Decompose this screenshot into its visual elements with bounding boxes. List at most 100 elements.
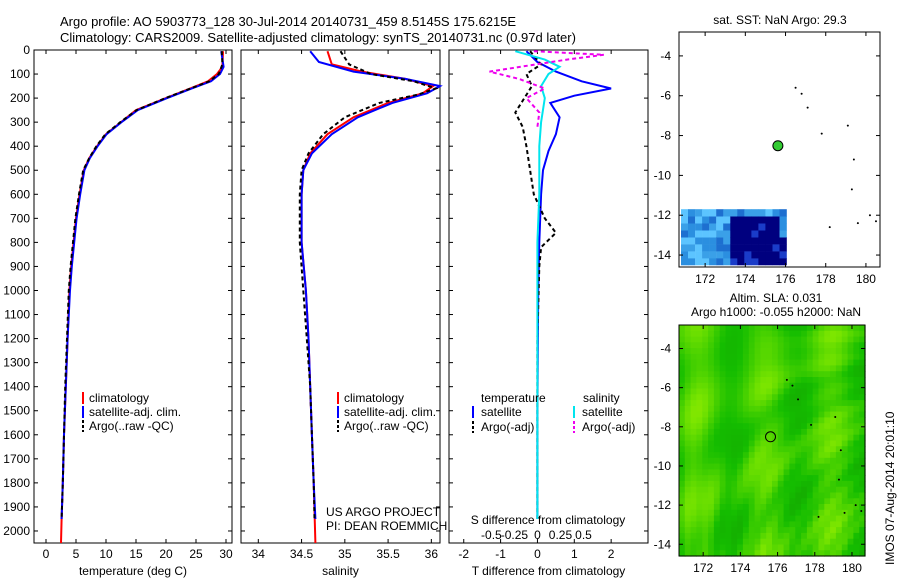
plot-frame bbox=[241, 50, 440, 543]
sla-cell bbox=[685, 429, 691, 435]
sla-cell bbox=[830, 539, 836, 545]
sla-cell bbox=[807, 435, 813, 441]
sla-cell bbox=[824, 545, 830, 551]
sla-cell bbox=[789, 452, 795, 458]
sla-cell bbox=[795, 342, 801, 348]
sla-cell bbox=[801, 441, 807, 447]
sst-cell bbox=[780, 223, 787, 230]
sla-cell bbox=[696, 469, 702, 475]
sla-cell bbox=[766, 481, 772, 487]
y-tick-label: 100 bbox=[10, 67, 30, 81]
sla-cell bbox=[842, 464, 848, 470]
sla-cell bbox=[702, 406, 708, 412]
sla-cell bbox=[784, 331, 790, 337]
sla-cell bbox=[824, 354, 830, 360]
sst-cell bbox=[681, 223, 688, 230]
sla-cell bbox=[726, 545, 732, 551]
sla-cell bbox=[696, 510, 702, 516]
x-axis-label: T difference from climatology bbox=[472, 564, 626, 578]
sla-cell bbox=[696, 417, 702, 423]
sla-cell bbox=[819, 377, 825, 383]
sla-cell bbox=[853, 342, 859, 348]
sla-cell bbox=[784, 545, 790, 551]
sla-cell bbox=[784, 325, 790, 331]
sla-cell bbox=[848, 400, 854, 406]
sla-cell bbox=[807, 533, 813, 539]
sla-cell bbox=[813, 423, 819, 429]
y-tick-label: -8 bbox=[660, 420, 671, 434]
sla-cell bbox=[772, 354, 778, 360]
sla-cell bbox=[755, 498, 761, 504]
sla-cell bbox=[801, 354, 807, 360]
x-tick-label: 34 bbox=[252, 547, 266, 561]
sla-cell bbox=[708, 539, 714, 545]
sla-cell bbox=[691, 504, 697, 510]
sst-cell bbox=[702, 216, 709, 223]
sst-cell bbox=[773, 230, 780, 237]
sla-cell bbox=[749, 331, 755, 337]
sla-cell bbox=[830, 487, 836, 493]
sla-cell bbox=[720, 417, 726, 423]
sla-cell bbox=[789, 469, 795, 475]
sla-cell bbox=[760, 348, 766, 354]
sla-cell bbox=[789, 487, 795, 493]
sla-cell bbox=[842, 400, 848, 406]
x-tick-label: 34.5 bbox=[290, 547, 314, 561]
sla-cell bbox=[679, 446, 685, 452]
sla-cell bbox=[836, 429, 842, 435]
sla-cell bbox=[760, 394, 766, 400]
sla-cell bbox=[853, 400, 859, 406]
sla-cell bbox=[737, 469, 743, 475]
sla-cell bbox=[720, 377, 726, 383]
sla-cell bbox=[743, 325, 749, 331]
sla-cell bbox=[842, 533, 848, 539]
sla-cell bbox=[702, 342, 708, 348]
legend-label: climatology bbox=[344, 391, 404, 405]
sla-cell bbox=[848, 504, 854, 510]
sla-cell bbox=[842, 545, 848, 551]
sla-cell bbox=[848, 383, 854, 389]
sla-cell bbox=[772, 452, 778, 458]
sla-cell bbox=[778, 510, 784, 516]
sla-cell bbox=[824, 498, 830, 504]
sla-cell bbox=[807, 521, 813, 527]
sla-cell bbox=[784, 493, 790, 499]
sla-cell bbox=[836, 342, 842, 348]
sla-cell bbox=[795, 429, 801, 435]
sla-cell bbox=[772, 504, 778, 510]
sst-cell bbox=[730, 244, 737, 251]
sla-cell bbox=[848, 527, 854, 533]
sla-cell bbox=[685, 365, 691, 371]
sla-cell bbox=[842, 348, 848, 354]
sla-cell bbox=[819, 446, 825, 452]
sla-cell bbox=[714, 539, 720, 545]
sla-cell bbox=[702, 441, 708, 447]
sst-cell bbox=[744, 216, 751, 223]
sla-cell bbox=[830, 452, 836, 458]
sla-cell bbox=[679, 406, 685, 412]
sla-cell bbox=[708, 516, 714, 522]
x-tick-label: 10 bbox=[99, 547, 113, 561]
sla-cell bbox=[691, 377, 697, 383]
sst-cell bbox=[695, 258, 702, 265]
sla-cell bbox=[720, 354, 726, 360]
sla-cell bbox=[824, 527, 830, 533]
sla-cell bbox=[772, 545, 778, 551]
sla-cell bbox=[708, 458, 714, 464]
sla-cell bbox=[737, 383, 743, 389]
sla-cell bbox=[801, 516, 807, 522]
sla-cell bbox=[696, 412, 702, 418]
sla-cell bbox=[836, 412, 842, 418]
sla-cell bbox=[853, 394, 859, 400]
sst-cell bbox=[737, 209, 744, 216]
sla-cell bbox=[679, 481, 685, 487]
sla-cell bbox=[731, 521, 737, 527]
sla-cell bbox=[813, 464, 819, 470]
sla-cell bbox=[714, 354, 720, 360]
sla-cell bbox=[819, 342, 825, 348]
sla-cell bbox=[795, 331, 801, 337]
sla-cell bbox=[714, 487, 720, 493]
sla-cell bbox=[830, 475, 836, 481]
sla-cell bbox=[807, 429, 813, 435]
sst-cell bbox=[780, 237, 787, 244]
